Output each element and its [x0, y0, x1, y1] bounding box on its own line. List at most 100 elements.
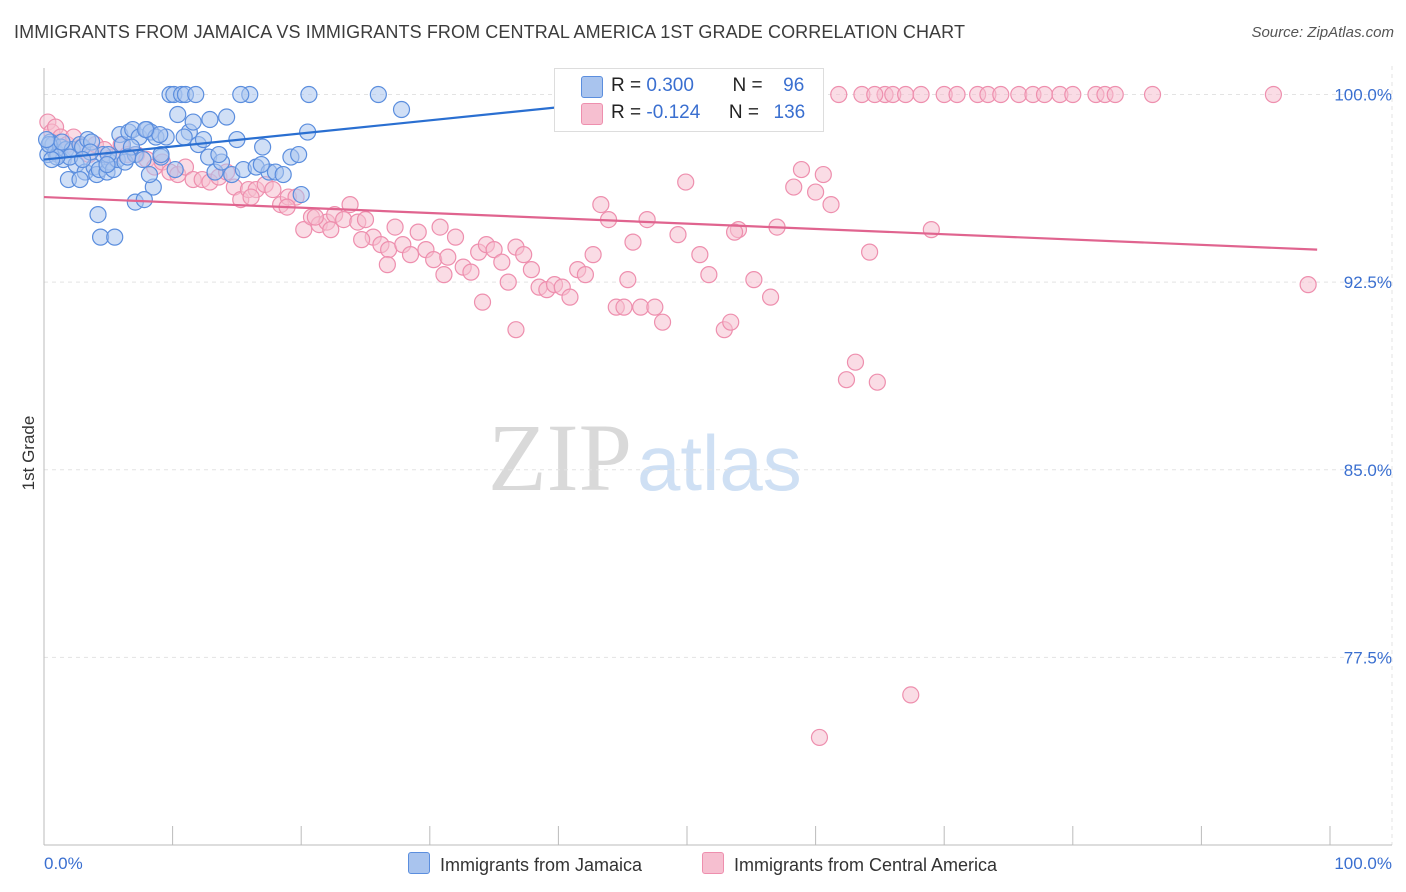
data-point-central-america — [409, 223, 427, 241]
data-point-central-america — [691, 246, 709, 264]
data-point-central-america — [435, 266, 453, 284]
legend-r-label: R = — [611, 102, 642, 123]
data-point-central-america — [493, 253, 511, 271]
data-point-central-america — [401, 246, 420, 264]
data-point-central-america — [761, 288, 780, 306]
data-point-jamaica — [187, 85, 205, 104]
data-point-central-america — [669, 226, 687, 244]
data-point-central-america — [806, 183, 825, 201]
legend-r-value-jamaica: 0.300 — [646, 75, 694, 96]
chart-title: IMMIGRANTS FROM JAMAICA VS IMMIGRANTS FR… — [14, 22, 966, 42]
data-point-jamaica — [166, 160, 184, 179]
data-point-central-america — [722, 313, 740, 331]
data-point-central-america — [1143, 85, 1162, 104]
data-point-central-america — [353, 231, 371, 249]
data-point-jamaica — [98, 155, 116, 174]
data-point-central-america — [810, 728, 829, 747]
data-point-central-america — [295, 221, 313, 239]
data-point-jamaica — [392, 100, 411, 119]
data-point-central-america — [646, 298, 664, 316]
legend-n-value-jamaica: 96 — [783, 75, 805, 96]
data-point-central-america — [507, 321, 525, 339]
legend-n-label: N = — [728, 102, 759, 123]
data-point-jamaica — [136, 120, 155, 139]
bottom-legend-jamaica: Immigrants from Jamaica — [408, 852, 642, 876]
data-point-central-america — [822, 195, 840, 214]
data-point-central-america — [431, 218, 449, 236]
data-point-central-america — [792, 160, 811, 179]
data-point-central-america — [677, 173, 695, 191]
data-point-jamaica — [218, 108, 236, 126]
data-point-central-america — [584, 246, 602, 264]
data-point-central-america — [356, 211, 375, 229]
data-point-central-america — [446, 228, 465, 246]
data-point-central-america — [615, 298, 633, 316]
data-point-jamaica — [290, 145, 308, 164]
watermark-zip: ZIP — [488, 404, 632, 511]
data-point-central-america — [485, 241, 503, 259]
data-point-central-america — [473, 293, 492, 311]
legend-n-value-central-america: 136 — [773, 102, 806, 123]
legend-swatch-jamaica — [581, 76, 603, 98]
bottom-legend-swatch-central-america — [702, 852, 724, 874]
data-point-jamaica — [194, 130, 213, 149]
data-point-jamaica — [175, 128, 193, 146]
data-point-central-america — [561, 288, 579, 306]
data-point-jamaica — [292, 185, 310, 204]
watermark: ZIP atlas — [488, 404, 802, 511]
data-point-central-america — [242, 188, 260, 206]
data-point-jamaica — [53, 133, 71, 151]
data-point-central-america — [515, 246, 533, 264]
data-point-central-america — [1264, 85, 1283, 104]
data-point-jamaica — [274, 165, 292, 184]
data-point-central-america — [814, 165, 832, 184]
data-point-central-america — [264, 180, 282, 199]
data-point-jamaica — [71, 170, 89, 189]
legend-box: R = 0.300 N = 96 R = -0.124 N = 136 — [554, 68, 824, 132]
data-point-central-america — [378, 256, 396, 274]
data-point-jamaica — [134, 150, 152, 169]
y-tick-label: 92.5% — [1344, 273, 1392, 292]
data-point-jamaica — [232, 85, 250, 104]
data-point-central-america — [638, 211, 656, 229]
data-point-central-america — [902, 686, 920, 704]
data-point-jamaica — [73, 150, 92, 169]
trend-line-jamaica — [43, 100, 610, 161]
data-point-central-america — [868, 373, 886, 391]
data-point-central-america — [322, 221, 340, 239]
data-point-central-america — [785, 178, 803, 196]
data-point-central-america — [837, 371, 856, 389]
data-point-central-america — [861, 243, 879, 261]
data-point-central-america — [1035, 85, 1054, 104]
source-label: Source: ZipAtlas.com — [1251, 24, 1394, 41]
data-point-jamaica — [37, 130, 56, 149]
data-point-central-america — [948, 85, 966, 104]
data-point-jamaica — [118, 148, 137, 166]
data-point-jamaica — [169, 105, 187, 124]
data-point-central-america — [306, 208, 324, 226]
trend-line-central-america — [43, 195, 1318, 251]
data-point-central-america — [700, 266, 718, 284]
data-point-jamaica — [210, 145, 228, 164]
data-point-central-america — [1299, 276, 1317, 294]
data-point-jamaica — [369, 85, 387, 104]
data-point-jamaica — [254, 138, 272, 156]
data-point-jamaica — [184, 113, 202, 131]
legend-r-value-central-america: -0.124 — [646, 102, 701, 123]
data-point-central-america — [1064, 85, 1082, 104]
data-point-central-america — [499, 273, 517, 291]
data-point-jamaica — [89, 205, 107, 224]
data-point-central-america — [745, 271, 763, 289]
data-point-jamaica — [252, 155, 270, 174]
data-point-central-america — [725, 223, 744, 241]
data-point-jamaica — [201, 110, 219, 129]
data-point-central-america — [866, 85, 884, 104]
data-point-central-america — [830, 85, 848, 104]
data-point-jamaica — [106, 228, 124, 246]
x-tick-label: 0.0% — [44, 854, 83, 873]
data-point-central-america — [619, 271, 637, 289]
watermark-atlas: atlas — [637, 419, 802, 507]
bottom-legend-central-america: Immigrants from Central America — [702, 852, 997, 876]
data-point-central-america — [576, 266, 595, 284]
